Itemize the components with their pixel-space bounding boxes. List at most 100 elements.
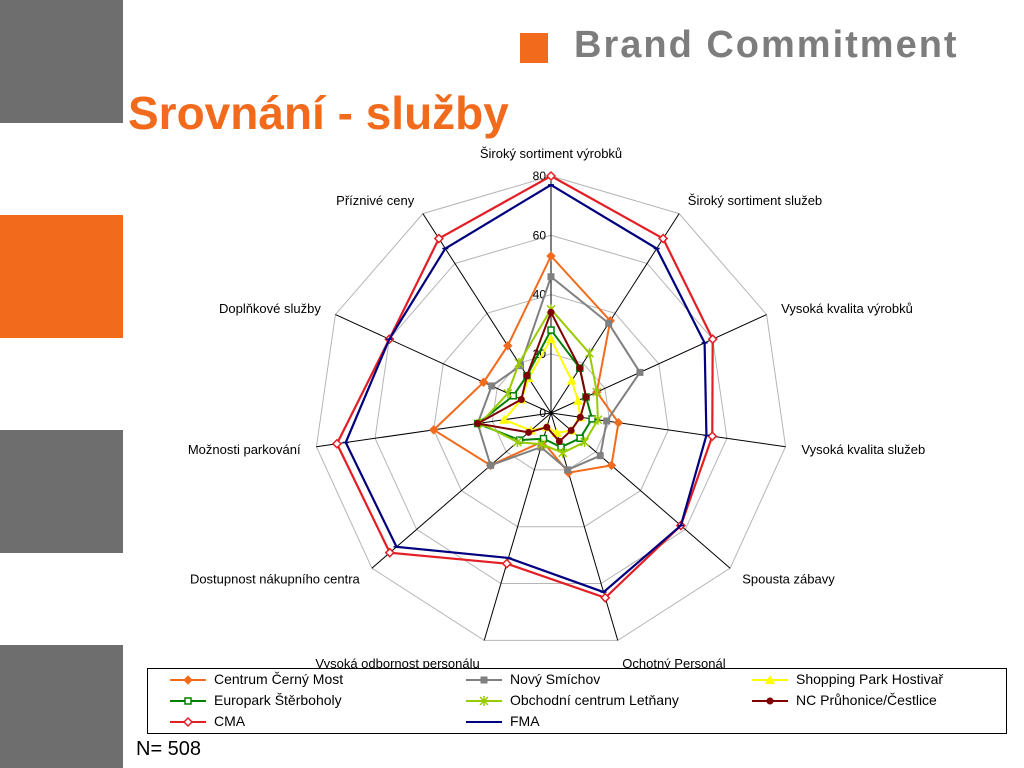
data-point xyxy=(596,452,604,460)
data-point xyxy=(474,420,482,428)
data-point xyxy=(707,431,718,442)
data-point xyxy=(593,414,603,425)
data-point xyxy=(588,415,596,423)
data-point xyxy=(555,437,563,445)
axis-label: Široký sortiment výrobků xyxy=(480,146,622,161)
brand-square-icon xyxy=(520,33,548,63)
legend-label: Europark Štěrboholy xyxy=(214,692,342,708)
data-point xyxy=(606,460,617,471)
grid-ring xyxy=(433,293,669,528)
radar-grid xyxy=(315,175,787,641)
data-point xyxy=(523,372,531,380)
series-line xyxy=(474,309,588,443)
tick-label: 60 xyxy=(533,228,547,242)
series-line xyxy=(344,183,708,594)
legend-swatch xyxy=(170,697,206,705)
data-point xyxy=(567,426,575,434)
legend-swatch xyxy=(170,716,206,728)
data-point xyxy=(543,423,551,431)
legend-label: FMA xyxy=(510,713,540,729)
axis-label: Dostupnost nákupního centra xyxy=(190,572,361,587)
chart-legend: Centrum Černý Most Nový Smíchov Shopping P… xyxy=(147,668,1007,734)
series-1 xyxy=(474,273,644,474)
data-point xyxy=(613,417,624,428)
grid-ring xyxy=(374,234,728,585)
data-point xyxy=(572,395,583,405)
legend-swatch xyxy=(466,676,502,684)
legend-swatch xyxy=(466,721,502,723)
series-line xyxy=(479,307,599,454)
data-point xyxy=(603,417,611,425)
data-point xyxy=(600,592,611,603)
data-point xyxy=(545,170,557,182)
data-point xyxy=(576,364,584,372)
sample-size: N= 508 xyxy=(136,738,202,760)
data-point xyxy=(428,425,439,435)
data-point xyxy=(183,675,193,685)
grid-ring xyxy=(315,175,787,641)
data-point xyxy=(331,438,342,449)
axis-label: Příznivé ceny xyxy=(336,193,415,208)
data-point xyxy=(433,233,444,244)
series-7 xyxy=(342,183,710,594)
data-point xyxy=(487,461,495,469)
data-point xyxy=(547,273,555,281)
series-line xyxy=(476,275,642,472)
legend-label: CMA xyxy=(214,713,246,729)
data-point xyxy=(636,368,644,376)
legend-swatch xyxy=(752,697,788,705)
legend-label: Obchodní centrum Letňany xyxy=(510,692,679,708)
data-point xyxy=(501,558,512,569)
data-point xyxy=(514,358,524,369)
data-point xyxy=(184,697,192,705)
legend-label: Centrum Černý Most xyxy=(214,671,344,687)
data-point xyxy=(479,696,489,706)
data-point xyxy=(584,348,594,359)
data-point xyxy=(537,439,547,450)
side-block-gray-3 xyxy=(0,645,123,768)
axis-label: Vysoká kvalita výrobků xyxy=(781,301,913,316)
data-point xyxy=(576,434,584,442)
axis-label: Možnosti parkování xyxy=(188,442,301,457)
data-point xyxy=(582,393,590,401)
data-point xyxy=(547,308,555,316)
axis-label: Vysoká kvalita služeb xyxy=(801,442,925,457)
data-point xyxy=(765,675,775,684)
axis-label: Doplňkové služby xyxy=(219,301,321,316)
data-point xyxy=(182,716,194,728)
data-point xyxy=(384,547,395,558)
legend-swatch xyxy=(466,696,502,706)
data-point xyxy=(537,443,545,451)
side-block-gray-1 xyxy=(0,0,123,123)
data-point xyxy=(499,414,510,424)
data-point xyxy=(605,319,613,327)
data-point xyxy=(488,382,496,390)
legend-swatch xyxy=(170,675,206,685)
legend-swatch xyxy=(752,675,788,684)
axis-label: Široký sortiment služeb xyxy=(688,193,822,208)
legend-label: Nový Smíchov xyxy=(510,671,601,687)
side-block-orange xyxy=(0,215,123,338)
legend-label: NC Průhonice/Čestlice xyxy=(796,692,937,708)
data-point xyxy=(558,447,568,458)
data-point xyxy=(566,375,577,385)
data-point xyxy=(658,233,669,244)
brand-text: Brand Commitment xyxy=(574,24,959,66)
data-point xyxy=(766,697,774,705)
tick-label: 0 xyxy=(539,406,546,420)
series-5 xyxy=(474,308,590,445)
legend-label: Shopping Park Hostivař xyxy=(796,671,944,687)
data-point xyxy=(707,334,718,345)
series-line xyxy=(432,254,620,474)
data-point xyxy=(517,395,525,403)
page-title: Srovnání - služby xyxy=(128,87,509,139)
data-point xyxy=(546,333,556,343)
axis-label: Ochotný Personál xyxy=(622,656,725,668)
data-point xyxy=(592,387,602,398)
data-point xyxy=(525,428,533,436)
series-6 xyxy=(331,170,718,603)
axis-spoke xyxy=(483,412,552,641)
data-point xyxy=(478,377,489,387)
series-line xyxy=(335,174,714,600)
